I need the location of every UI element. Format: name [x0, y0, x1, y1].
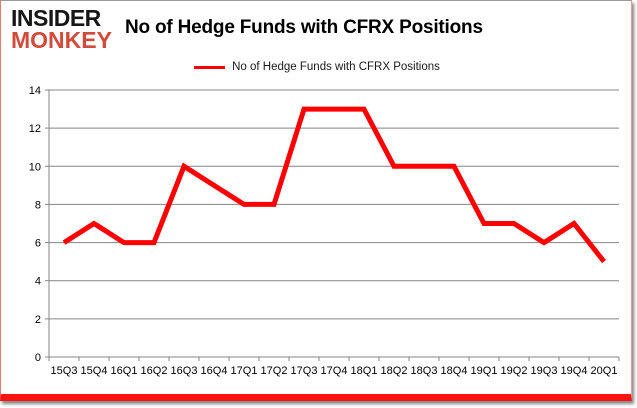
x-tick-label: 15Q4	[81, 365, 108, 377]
chart-title: No of Hedge Funds with CFRX Positions	[125, 17, 483, 38]
legend-line-swatch	[194, 65, 226, 69]
y-tick-label: 10	[29, 161, 41, 173]
x-tick-label: 16Q3	[171, 365, 198, 377]
x-tick-label: 19Q4	[561, 365, 588, 377]
x-tick-label: 18Q4	[441, 365, 468, 377]
chart-legend: No of Hedge Funds with CFRX Positions	[1, 61, 633, 73]
chart-card: INSIDER MONKEY No of Hedge Funds with CF…	[0, 0, 632, 401]
x-tick-label: 19Q2	[501, 365, 528, 377]
y-tick-label: 2	[35, 314, 41, 326]
series-line	[62, 106, 606, 264]
x-tick-label: 19Q3	[531, 365, 558, 377]
logo-text-insider: INSIDER	[11, 5, 101, 31]
x-tick-label: 17Q4	[321, 365, 348, 377]
x-tick-label: 19Q1	[471, 365, 498, 377]
y-tick-label: 12	[29, 123, 41, 135]
insider-monkey-logo: INSIDER MONKEY	[11, 5, 112, 53]
x-tick-label: 20Q1	[591, 365, 618, 377]
y-tick-label: 14	[29, 85, 41, 97]
x-tick-label: 15Q3	[51, 365, 78, 377]
x-tick-label: 16Q2	[141, 365, 168, 377]
logo-text-monkey: MONKEY	[11, 27, 112, 53]
y-tick-label: 4	[35, 276, 41, 288]
y-tick-label: 8	[35, 199, 41, 211]
x-tick-label: 18Q2	[381, 365, 408, 377]
x-tick-label: 17Q1	[231, 365, 258, 377]
y-tick-label: 6	[35, 238, 41, 250]
y-tick-label: 0	[35, 352, 41, 364]
x-tick-label: 18Q3	[411, 365, 438, 377]
x-tick-label: 17Q3	[291, 365, 318, 377]
x-tick-label: 17Q2	[261, 365, 288, 377]
legend-label: No of Hedge Funds with CFRX Positions	[232, 61, 440, 73]
x-tick-label: 16Q1	[111, 365, 138, 377]
x-tick-label: 18Q1	[351, 365, 378, 377]
x-tick-label: 16Q4	[201, 365, 228, 377]
